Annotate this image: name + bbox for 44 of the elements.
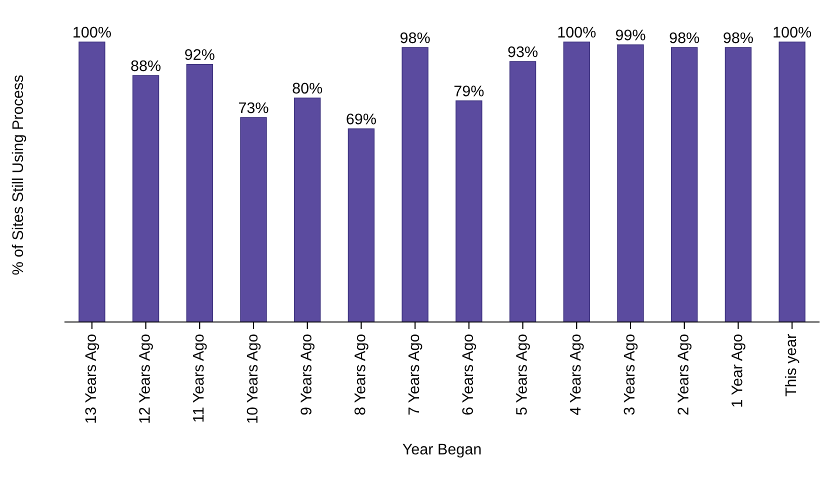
bar bbox=[724, 47, 752, 322]
data-label: 73% bbox=[238, 102, 268, 114]
data-label: 92% bbox=[185, 49, 214, 60]
x-tick-label: 12 Years Ago bbox=[139, 334, 153, 423]
data-label: 98% bbox=[670, 32, 700, 44]
x-tick-label: 5 Years Ago bbox=[516, 334, 530, 415]
bar bbox=[78, 42, 106, 322]
data-label: 80% bbox=[292, 82, 322, 94]
x-tick-label: 8 Years Ago bbox=[354, 334, 368, 415]
y-axis-title: % of Sites Still Using Process bbox=[12, 75, 26, 275]
x-tick-label: 6 Years Ago bbox=[462, 334, 476, 415]
bar bbox=[617, 44, 644, 322]
bar bbox=[509, 61, 536, 322]
bar bbox=[294, 98, 321, 322]
data-label: 79% bbox=[454, 86, 484, 96]
bar bbox=[348, 128, 375, 322]
bar bbox=[186, 64, 213, 322]
x-tick-label: 7 Years Ago bbox=[408, 334, 422, 415]
x-tick-label: 9 Years Ago bbox=[300, 334, 314, 415]
data-label: 93% bbox=[508, 46, 538, 58]
x-tick-label: 2 Years Ago bbox=[678, 334, 692, 415]
bar bbox=[240, 117, 267, 322]
bar bbox=[563, 42, 590, 322]
data-label: 69% bbox=[346, 114, 376, 124]
x-tick-label: 10 Years Ago bbox=[246, 334, 261, 423]
x-tick-label: This year bbox=[784, 334, 800, 396]
bar bbox=[456, 100, 482, 322]
data-label: 88% bbox=[131, 60, 161, 72]
x-tick-label: 13 Years Ago bbox=[85, 334, 100, 423]
bar bbox=[132, 75, 160, 322]
x-tick-label: 4 Years Ago bbox=[570, 334, 584, 416]
data-label: 98% bbox=[724, 32, 753, 44]
x-axis-title: Year Began bbox=[402, 444, 481, 458]
data-label: 98% bbox=[400, 32, 430, 44]
bar bbox=[778, 42, 806, 322]
x-tick-label: 1 Year Ago bbox=[732, 334, 746, 407]
x-tick-label: 11 Years Ago bbox=[193, 334, 207, 422]
data-label: 100% bbox=[74, 26, 111, 38]
x-tick-label: 3 Years Ago bbox=[624, 334, 638, 415]
data-label: 100% bbox=[558, 26, 596, 38]
bar bbox=[671, 47, 698, 322]
data-label: 100% bbox=[774, 26, 812, 38]
bar bbox=[402, 47, 428, 322]
data-label: 99% bbox=[616, 30, 646, 40]
